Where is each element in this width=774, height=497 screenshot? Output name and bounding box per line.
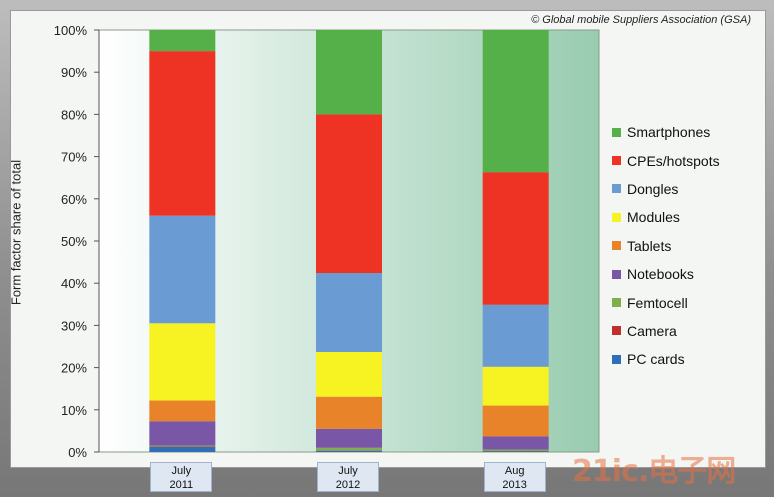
bar-segment bbox=[149, 446, 216, 452]
bar-segment bbox=[482, 172, 549, 305]
bar-segment bbox=[316, 450, 382, 452]
bar-segment bbox=[149, 421, 216, 446]
legend-swatch bbox=[612, 212, 621, 222]
y-tick-label: 100% bbox=[54, 23, 88, 38]
legend-label: Modules bbox=[627, 209, 680, 226]
bar-segment bbox=[316, 351, 382, 397]
x-category-label: July 2012 bbox=[317, 462, 379, 492]
legend-item: Smartphones bbox=[612, 118, 720, 146]
x-category-year: 2013 bbox=[502, 479, 527, 491]
y-tick-label: 40% bbox=[61, 276, 87, 291]
legend-item: Modules bbox=[612, 203, 720, 231]
legend-label: Camera bbox=[627, 322, 677, 339]
legend-swatch bbox=[612, 156, 621, 166]
legend: Smartphones CPEs/hotspots Dongles Modules Ta… bbox=[612, 118, 720, 374]
bar-segment bbox=[316, 447, 382, 451]
y-tick-label: 90% bbox=[61, 65, 87, 80]
y-axis-label: Form factor share of total bbox=[8, 159, 24, 306]
bar-segment bbox=[149, 30, 216, 52]
legend-swatch bbox=[612, 298, 621, 308]
bar-segment bbox=[316, 30, 382, 115]
bar-segment bbox=[482, 405, 549, 437]
legend-swatch bbox=[612, 269, 621, 279]
bar-segment bbox=[149, 445, 216, 447]
bar-segment bbox=[316, 396, 382, 429]
legend-item: Dongles bbox=[612, 175, 720, 203]
legend-label: Femtocell bbox=[627, 294, 688, 311]
x-category-year: 2012 bbox=[335, 479, 361, 491]
legend-item: Camera bbox=[612, 317, 720, 345]
bar-segment bbox=[482, 30, 549, 173]
legend-item: CPEs/hotspots bbox=[612, 146, 720, 174]
y-tick-label: 50% bbox=[61, 234, 87, 249]
chart-panel: 0% 10% 20% 30% 40% 50% 60% 70% 80% 90% 100% © Glob… bbox=[10, 10, 766, 468]
legend-item: Tablets bbox=[612, 232, 720, 260]
legend-swatch bbox=[612, 241, 621, 251]
bar-segment bbox=[482, 451, 549, 452]
y-tick-label: 80% bbox=[61, 107, 87, 122]
x-category-label: July 2011 bbox=[150, 462, 213, 492]
bar-segment bbox=[316, 273, 382, 352]
bar-segment bbox=[316, 114, 382, 274]
bar-segment bbox=[482, 366, 549, 406]
legend-label: CPEs/hotspots bbox=[627, 152, 720, 169]
y-tick-label: 60% bbox=[61, 192, 87, 207]
bar-segment bbox=[149, 51, 216, 216]
legend-label: PC cards bbox=[627, 351, 685, 368]
bar-segment bbox=[482, 304, 549, 367]
legend-swatch bbox=[612, 326, 621, 336]
x-category-month: July bbox=[338, 465, 358, 477]
y-tick-label: 30% bbox=[61, 318, 87, 333]
legend-label: Smartphones bbox=[627, 124, 711, 141]
legend-label: Notebooks bbox=[627, 266, 694, 283]
legend-label: Tablets bbox=[627, 237, 672, 254]
bar-segment bbox=[482, 449, 549, 451]
legend-label: Dongles bbox=[627, 180, 679, 197]
legend-swatch bbox=[612, 354, 621, 364]
legend-item: Femtocell bbox=[612, 288, 720, 316]
bar-segment bbox=[316, 428, 382, 448]
watermark-logo: 21ic.电子网 bbox=[572, 454, 736, 489]
y-tick-label: 70% bbox=[61, 150, 87, 165]
bar-segment bbox=[149, 400, 216, 422]
x-category-label: Aug 2013 bbox=[483, 462, 546, 492]
legend-swatch bbox=[612, 184, 621, 194]
x-category-month: Aug bbox=[504, 465, 525, 477]
x-category-year: 2011 bbox=[169, 479, 194, 491]
copyright-note: © Global mobile Suppliers Association (G… bbox=[531, 14, 751, 26]
y-tick-label: 10% bbox=[61, 403, 87, 418]
bar-segment bbox=[149, 323, 216, 401]
chart-canvas: 0% 10% 20% 30% 40% 50% 60% 70% 80% 90% 100% bbox=[54, 23, 600, 460]
bar-segment bbox=[149, 215, 216, 324]
x-category-month: July bbox=[171, 465, 192, 477]
legend-item: Notebooks bbox=[612, 260, 720, 288]
legend-item: PC cards bbox=[612, 345, 720, 373]
legend-swatch bbox=[612, 127, 621, 137]
y-tick-label: 0% bbox=[68, 445, 87, 460]
y-tick-label: 20% bbox=[61, 361, 87, 376]
bar-segment bbox=[482, 436, 549, 450]
